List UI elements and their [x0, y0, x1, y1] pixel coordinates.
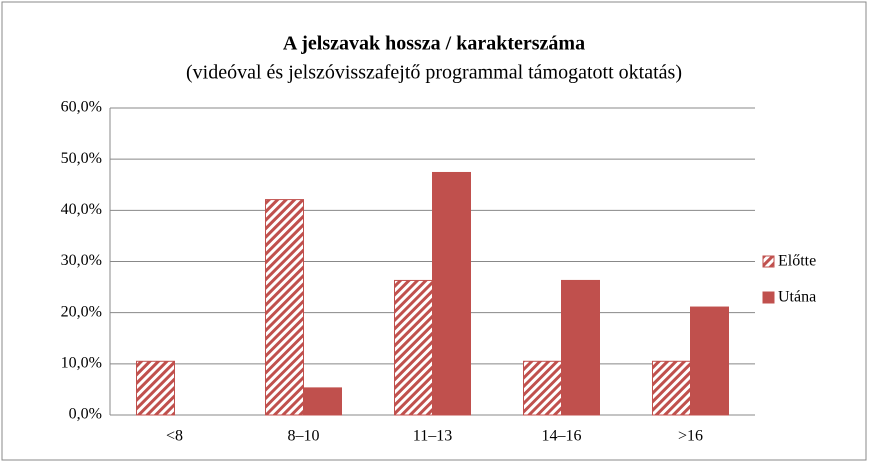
x-tick-label: >16 — [678, 428, 703, 445]
legend-label: Előtte — [778, 253, 816, 270]
x-tick-label: <8 — [166, 428, 183, 445]
legend-swatch — [762, 291, 775, 304]
bar — [394, 279, 433, 416]
x-tick-label: 8–10 — [288, 428, 320, 445]
y-tick-label: 40,0% — [61, 201, 102, 218]
x-tick-label: 14–16 — [542, 428, 582, 445]
bar — [432, 171, 471, 416]
y-tick-label: 10,0% — [61, 355, 102, 372]
y-tick-label: 50,0% — [61, 150, 102, 167]
y-tick-label: 60,0% — [61, 99, 102, 116]
bar — [265, 199, 304, 416]
bar — [136, 360, 175, 416]
chart-subtitle: (videóval és jelszóvisszafejtő programma… — [186, 62, 682, 84]
y-tick-label: 30,0% — [61, 252, 102, 269]
legend-swatch — [762, 255, 775, 268]
x-tick-label: 11–13 — [413, 428, 452, 445]
chart-title: A jelszavak hossza / karakterszáma — [283, 33, 585, 55]
y-tick-label: 20,0% — [61, 303, 102, 320]
legend-label: Utána — [778, 289, 816, 306]
bar — [561, 279, 600, 416]
bar — [303, 387, 342, 416]
bar — [523, 360, 562, 416]
y-tick-label: 0,0% — [69, 406, 102, 423]
bar — [690, 306, 729, 416]
bar — [652, 360, 691, 416]
